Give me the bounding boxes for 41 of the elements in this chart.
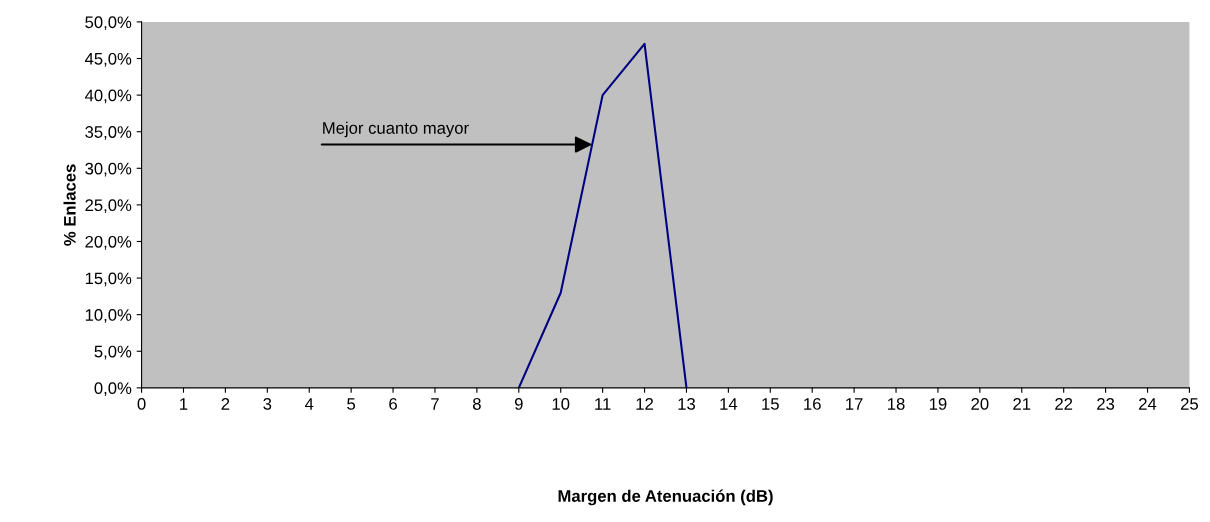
x-tick-label: 0 — [137, 398, 146, 410]
y-tick-label: 15,0% — [85, 272, 132, 287]
x-tick-label: 14 — [720, 398, 738, 410]
y-tick-label: 50,0% — [85, 16, 132, 31]
x-tick-label: 10 — [552, 398, 570, 410]
x-tick-label: 6 — [389, 398, 397, 410]
x-tick-label: 7 — [431, 398, 439, 410]
y-tick-label: 5,0% — [94, 345, 132, 360]
x-tick-label: 3 — [263, 398, 272, 410]
y-tick-label: 25,0% — [85, 199, 132, 214]
x-tick-label: 5 — [347, 398, 356, 410]
y-axis-title: % Enlaces — [63, 164, 76, 246]
x-tick-label: 1 — [180, 398, 188, 410]
x-tick-label: 4 — [304, 398, 314, 410]
x-tick-label: 18 — [888, 398, 905, 410]
x-tick-label: 21 — [1013, 398, 1031, 410]
x-tick-label: 20 — [971, 398, 989, 410]
y-tick-label: 30,0% — [85, 162, 132, 177]
annotation: Mejor cuanto mayor — [323, 121, 469, 138]
y-tick-label: 40,0% — [84, 89, 132, 104]
y-tick-label: 0,0% — [94, 382, 132, 397]
line-series — [517, 42, 688, 388]
y-tick-label: 35,0% — [85, 126, 132, 140]
x-tick-label: 12 — [636, 398, 653, 410]
x-tick-label: 13 — [678, 398, 695, 410]
x-tick-label: 2 — [221, 398, 230, 410]
x-tick-label: 17 — [846, 398, 863, 410]
y-tick-label: 45,0% — [84, 52, 132, 67]
x-axis-title: Margen de Atenuación (dB) — [558, 489, 773, 506]
x-tick-label: 23 — [1097, 398, 1115, 410]
y-tick-label: 10,0% — [85, 309, 132, 323]
x-tick-label: 16 — [804, 398, 821, 410]
x-tick-label: 25 — [1181, 398, 1198, 410]
x-tick-label: 9 — [514, 398, 523, 410]
x-tick-label: 8 — [472, 398, 481, 410]
y-tick-label: 20,0% — [85, 235, 132, 250]
x-tick-label: 19 — [929, 398, 947, 410]
x-tick-label: 15 — [762, 398, 779, 410]
x-tick-label: 24 — [1139, 398, 1157, 410]
x-tick-label: 22 — [1055, 398, 1073, 410]
x-tick-label: 11 — [595, 398, 611, 410]
